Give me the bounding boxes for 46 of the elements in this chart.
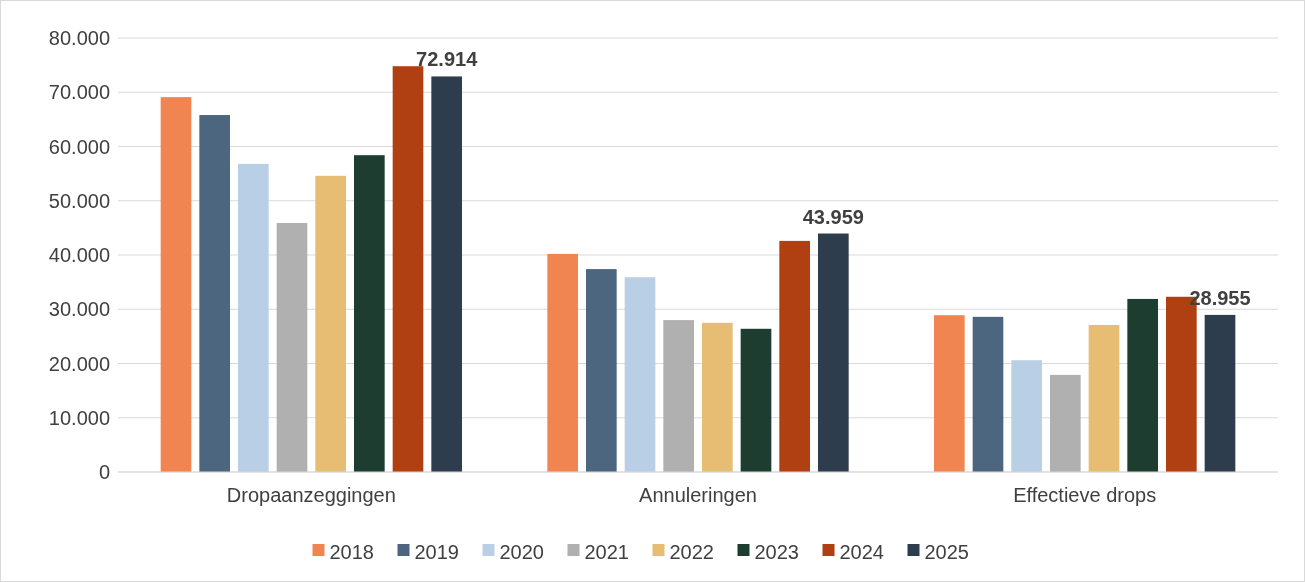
bar: [586, 269, 617, 472]
bar: [1011, 360, 1042, 472]
legend-label: 2022: [669, 541, 714, 563]
legend-label: 2023: [754, 541, 799, 563]
y-tick-label: 80.000: [48, 27, 110, 49]
bar: [354, 155, 385, 472]
bar: [547, 253, 578, 472]
data-label: 43.959: [802, 205, 864, 228]
data-label: 28.955: [1189, 286, 1251, 309]
data-label: 72.914: [416, 48, 479, 71]
bar: [818, 233, 849, 472]
y-tick-label: 40.000: [48, 244, 110, 266]
x-tick-label: Annuleringen: [639, 484, 757, 506]
bar: [624, 277, 656, 472]
y-tick-label: 20.000: [48, 352, 110, 375]
bar: [392, 66, 424, 472]
y-tick-label: 0: [98, 461, 110, 483]
bar: [1127, 298, 1158, 472]
y-tick-label: 70.000: [48, 81, 110, 104]
bar: [431, 76, 462, 472]
y-tick-label: 60.000: [48, 135, 110, 158]
bar: [663, 320, 694, 472]
legend-label: 2020: [499, 541, 544, 563]
legend-label: 2019: [414, 541, 459, 563]
x-tick-label: Effectieve drops: [1013, 484, 1157, 506]
x-tick-label: Dropaanzeggingen: [226, 484, 396, 506]
legend-label: 2021: [584, 541, 629, 563]
bar: [740, 328, 772, 472]
bar: [702, 322, 733, 472]
bar: [1088, 324, 1120, 472]
bar: [779, 240, 810, 472]
legend-label: 2025: [924, 541, 969, 563]
bar: [1204, 314, 1236, 472]
bar: [1050, 374, 1081, 472]
bar: [238, 163, 269, 472]
y-tick-label: 10.000: [48, 406, 110, 429]
legend-label: 2024: [839, 541, 884, 563]
bar: [934, 315, 965, 472]
bar: [276, 222, 308, 472]
bar: [199, 115, 230, 472]
bar: [315, 175, 346, 472]
bar: [160, 97, 192, 472]
legend-label: 2018: [329, 541, 374, 563]
y-tick-label: 30.000: [48, 298, 110, 321]
bar: [972, 316, 1004, 472]
y-tick-label: 50.000: [48, 189, 110, 212]
